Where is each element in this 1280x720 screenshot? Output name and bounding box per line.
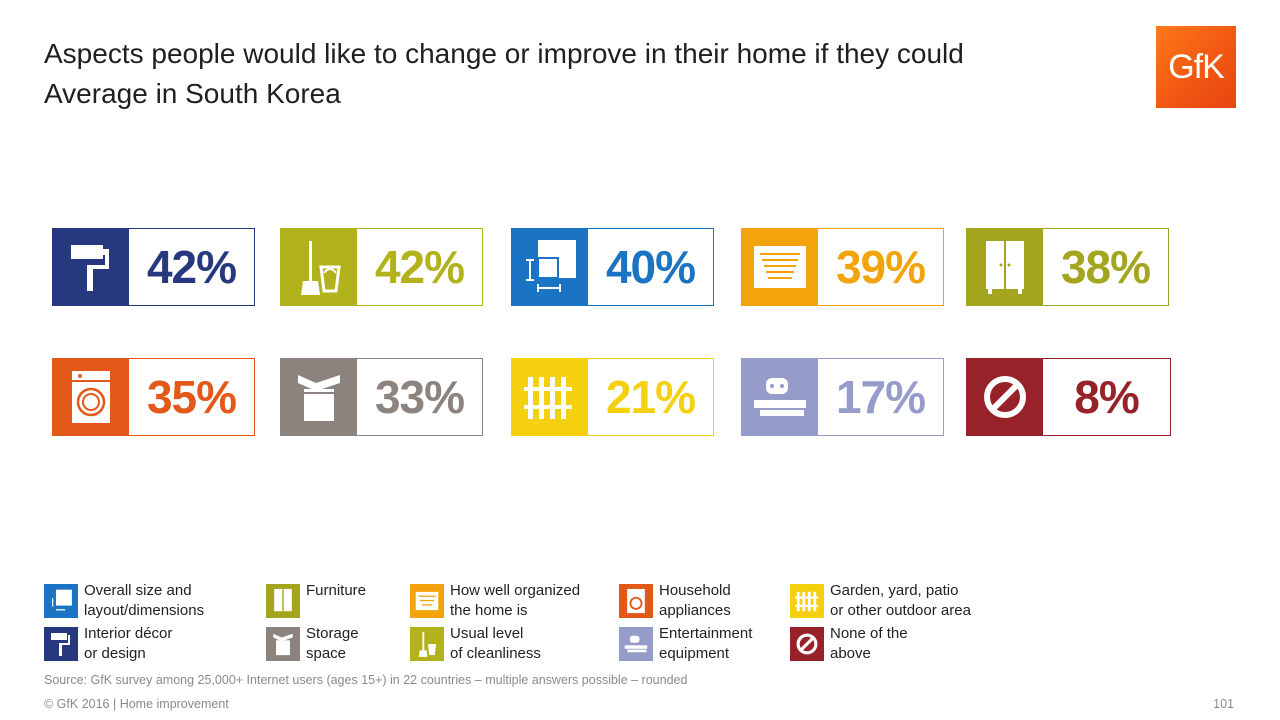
tile-appliances: 35% (52, 358, 255, 436)
prohibited-icon (967, 359, 1043, 435)
prohibited-icon (790, 627, 824, 661)
fence-icon (512, 359, 588, 435)
tile-organized: 39% (741, 228, 944, 306)
broom-bucket-icon (281, 229, 357, 305)
legend-item-none: None of the above (790, 624, 908, 664)
gfk-logo: GfK (1156, 26, 1236, 108)
legend-label: Overall size and (84, 582, 192, 599)
legend-label: space (306, 645, 347, 662)
organizer-tray-icon (742, 229, 818, 305)
legend-label: the home is (450, 602, 528, 619)
tile-storage: 33% (280, 358, 483, 436)
legend-label: Usual level (450, 625, 524, 642)
fence-icon (790, 584, 824, 618)
title-line-2: Average in South Korea (44, 78, 341, 109)
tile-furniture: 38% (966, 228, 1169, 306)
tile-entertainment: 17% (741, 358, 944, 436)
source-note: Source: GfK survey among 25,000+ Interne… (44, 673, 688, 687)
legend-item-cleanliness: Usual level of cleanliness (410, 624, 541, 664)
legend-item-appliances: Household appliances (619, 581, 731, 621)
tile-value: 38% (1060, 241, 1151, 293)
paint-roller-icon (53, 229, 129, 305)
game-console-icon (742, 359, 818, 435)
legend-label: Interior décor (84, 625, 173, 642)
copyright-footer: © GfK 2016 | Home improvement (44, 697, 229, 711)
page-number: 101 (1213, 697, 1234, 711)
legend-label: How well organized (450, 582, 581, 599)
legend-label: Storage (306, 625, 359, 642)
legend-item-interior: Interior décor or design (44, 624, 172, 664)
game-console-icon (619, 627, 653, 661)
tile-value: 42% (146, 241, 237, 293)
tile-none: 8% (966, 358, 1171, 436)
floor-plan-dimensions-icon (44, 584, 78, 618)
legend-label: above (830, 645, 871, 662)
tile-value: 17% (835, 371, 926, 423)
tile-size: 40% (511, 228, 714, 306)
tile-garden: 21% (511, 358, 714, 436)
title-line-1: Aspects people would like to change or i… (44, 38, 964, 69)
legend-label: or other outdoor area (830, 602, 971, 619)
tile-value: 35% (146, 371, 237, 423)
page-title: Aspects people would like to change or i… (44, 34, 964, 114)
legend-item-garden: Garden, yard, patio or other outdoor area (790, 581, 971, 621)
legend-item-organized: How well organized the home is (410, 581, 580, 621)
storage-box-icon (281, 359, 357, 435)
broom-bucket-icon (410, 627, 444, 661)
legend-label: or design (84, 645, 146, 662)
tile-cleanliness: 42% (280, 228, 483, 306)
legend-label: appliances (659, 602, 731, 619)
legend-label: Household (659, 582, 731, 599)
wardrobe-icon (266, 584, 300, 618)
legend-label: equipment (659, 645, 730, 662)
storage-box-icon (266, 627, 300, 661)
legend-label: Garden, yard, patio (830, 582, 959, 599)
legend-label: layout/dimensions (84, 602, 205, 619)
organizer-tray-icon (410, 584, 444, 618)
tile-value: 39% (835, 241, 926, 293)
washing-machine-icon (53, 359, 129, 435)
legend-label: Furniture (306, 582, 367, 599)
tile-value: 21% (605, 371, 696, 423)
floor-plan-dimensions-icon (512, 229, 588, 305)
legend-item-size: Overall size and layout/dimensions (44, 581, 204, 621)
tile-value: 33% (374, 371, 465, 423)
tile-value: 40% (605, 241, 696, 293)
legend-item-entertainment: Entertainment equipment (619, 624, 752, 664)
legend-label: None of the (830, 625, 908, 642)
tile-value: 8% (1074, 371, 1139, 423)
washing-machine-icon (619, 584, 653, 618)
paint-roller-icon (44, 627, 78, 661)
legend-label: of cleanliness (450, 645, 541, 662)
wardrobe-icon (967, 229, 1043, 305)
legend-item-storage: Storage space (266, 624, 359, 664)
tile-value: 42% (374, 241, 465, 293)
legend-label: Entertainment (659, 625, 753, 642)
legend-item-furniture: Furniture (266, 581, 366, 618)
tile-interior: 42% (52, 228, 255, 306)
